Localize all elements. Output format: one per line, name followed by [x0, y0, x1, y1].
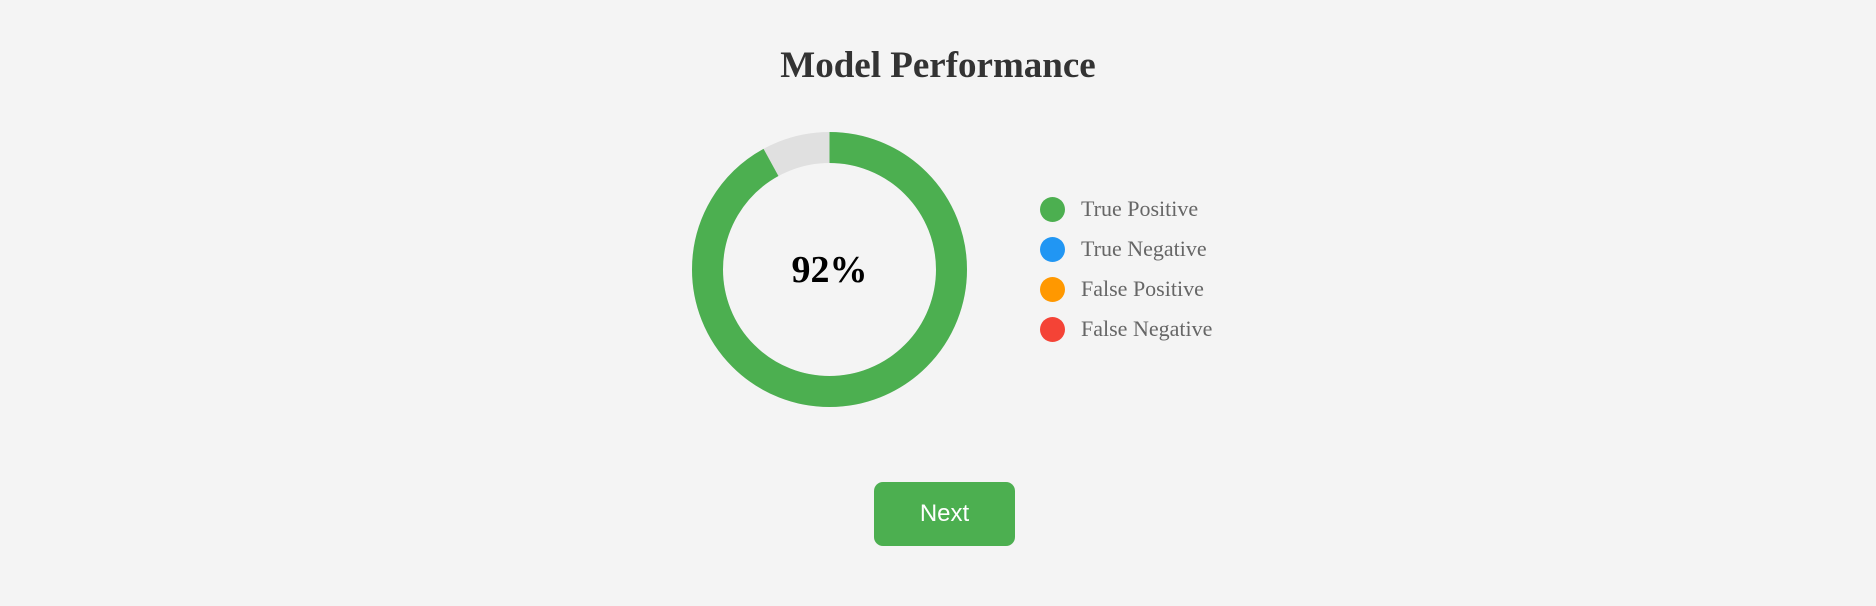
legend: True Positive True Negative False Positi…: [1040, 189, 1212, 349]
legend-dot: [1040, 196, 1065, 222]
page-title: Model Performance: [780, 45, 1096, 86]
accuracy-donut: 92%: [692, 132, 967, 407]
legend-label: False Negative: [1081, 316, 1213, 341]
legend-dot: [1040, 316, 1065, 342]
legend-item-true-positive: True Positive: [1040, 189, 1212, 229]
legend-label: True Positive: [1081, 196, 1199, 221]
legend-dot: [1040, 236, 1065, 262]
legend-label: True Negative: [1081, 236, 1207, 261]
legend-label: False Positive: [1081, 276, 1204, 301]
legend-item-false-positive: False Positive: [1040, 269, 1212, 309]
donut-center-value: 92%: [791, 248, 868, 291]
legend-item-true-negative: True Negative: [1040, 229, 1212, 269]
legend-item-false-negative: False Negative: [1040, 309, 1212, 349]
donut-chart: [692, 132, 967, 407]
donut-fill-arc: [692, 132, 967, 407]
next-button[interactable]: Next: [874, 482, 1015, 546]
legend-dot: [1040, 276, 1065, 302]
